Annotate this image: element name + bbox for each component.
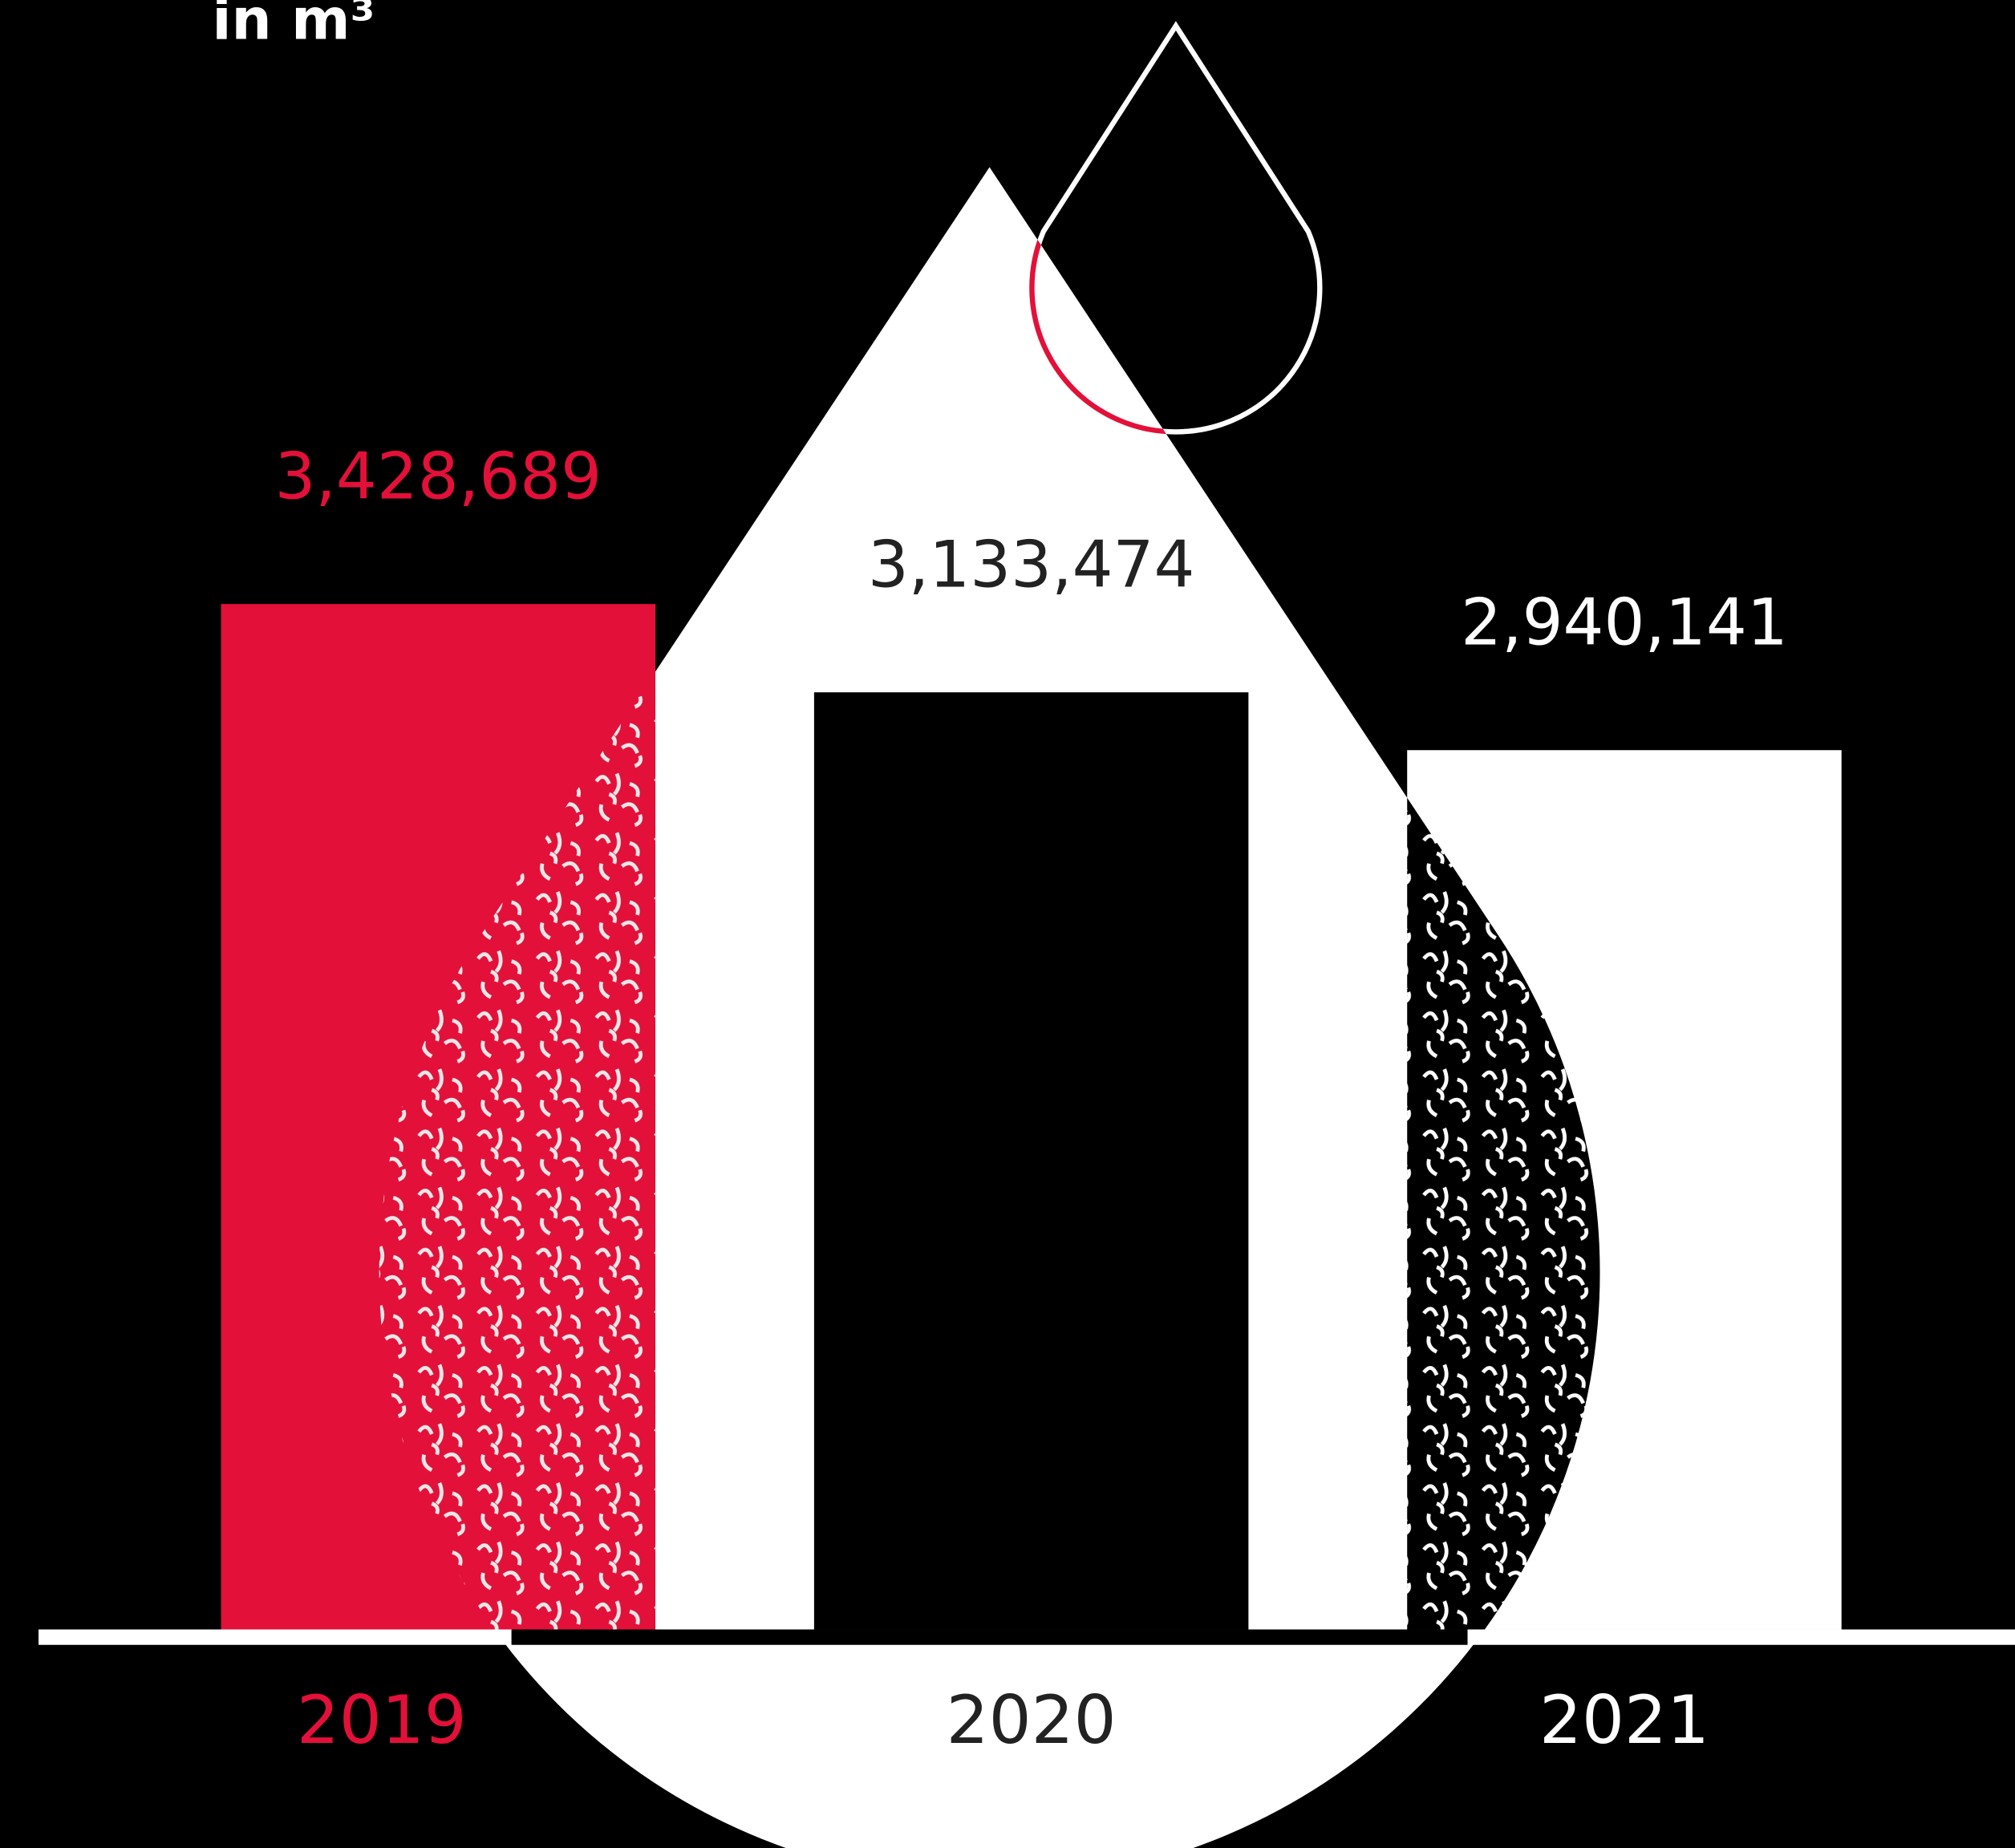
x-tick-label: 2020 <box>947 1681 1117 1759</box>
value-label: 3,428,689 <box>274 439 602 513</box>
chart-title: in m³ <box>212 0 375 53</box>
value-label: 3,133,474 <box>868 527 1195 602</box>
baseline-gap <box>511 1629 1468 1645</box>
bars <box>221 604 1842 1630</box>
bar <box>813 692 1249 1630</box>
x-tick-label: 2021 <box>1539 1681 1709 1759</box>
x-tick-label: 2019 <box>297 1681 467 1759</box>
value-label: 2,940,141 <box>1461 585 1788 659</box>
